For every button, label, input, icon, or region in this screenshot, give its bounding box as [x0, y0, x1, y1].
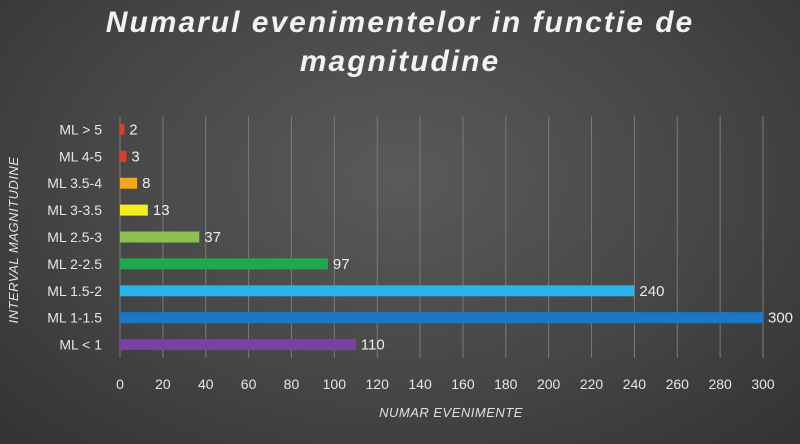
x-tick-label: 40 [198, 376, 214, 392]
x-tick-label: 160 [451, 376, 475, 392]
category-label: ML 2-2.5 [47, 256, 102, 272]
bars [120, 123, 763, 351]
x-tick-label: 240 [623, 376, 647, 392]
x-tick-label: 0 [116, 376, 124, 392]
bar-value-label: 97 [333, 256, 350, 273]
chart-title-line-2: magnitudine [300, 45, 500, 78]
x-tick-label: 120 [366, 376, 390, 392]
bar-value-label: 300 [768, 310, 793, 327]
bar-value-label: 13 [153, 202, 170, 219]
bar [120, 285, 635, 297]
category-label: ML 2.5-3 [47, 229, 102, 245]
bar [120, 339, 356, 351]
y-axis-title: INTERVAL MAGNITUDINE [6, 157, 21, 324]
category-label: ML 4-5 [59, 148, 102, 164]
x-tick-label: 100 [323, 376, 347, 392]
bar-value-label: 2 [129, 121, 137, 138]
bar [120, 258, 328, 270]
category-label: ML 3.5-4 [47, 175, 102, 191]
x-tick-label: 200 [537, 376, 561, 392]
bar [120, 123, 125, 135]
category-label: ML > 5 [59, 121, 102, 137]
chart-title-line-1: Numarul evenimentelor in functie de [106, 6, 694, 39]
x-tick-label: 60 [241, 376, 257, 392]
x-tick-label: 180 [494, 376, 518, 392]
category-label: ML 1.5-2 [47, 283, 102, 299]
category-label: ML 3-3.5 [47, 202, 102, 218]
bar [120, 231, 200, 243]
x-tick-label: 20 [155, 376, 171, 392]
x-axis-title: NUMAR EVENIMENTE [379, 405, 523, 420]
bar-value-label: 37 [204, 229, 221, 246]
bar-value-label: 8 [142, 175, 150, 192]
category-labels: ML > 5 ML 4-5 ML 3.5-4 ML 3-3.5 ML 2.5-3 ML 2… [47, 121, 102, 352]
bar [120, 312, 763, 324]
x-tick-label: 280 [708, 376, 732, 392]
bar [120, 177, 138, 189]
category-label: ML 1-1.5 [47, 310, 102, 326]
x-tick-label: 80 [284, 376, 300, 392]
x-tick-label: 140 [408, 376, 432, 392]
x-tick-label: 300 [751, 376, 775, 392]
x-tick-label: 220 [580, 376, 604, 392]
x-tick-labels: 0 20 40 60 80 100 120 140 160 180 200 220 240 260 280 3… [116, 376, 775, 392]
bar-value-label: 3 [131, 148, 139, 165]
bar-value-label: 240 [639, 283, 664, 300]
bar [120, 204, 148, 216]
bar-value-label: 110 [361, 337, 385, 354]
x-tick-label: 260 [666, 376, 690, 392]
category-label: ML < 1 [59, 337, 102, 353]
bar [120, 150, 127, 162]
